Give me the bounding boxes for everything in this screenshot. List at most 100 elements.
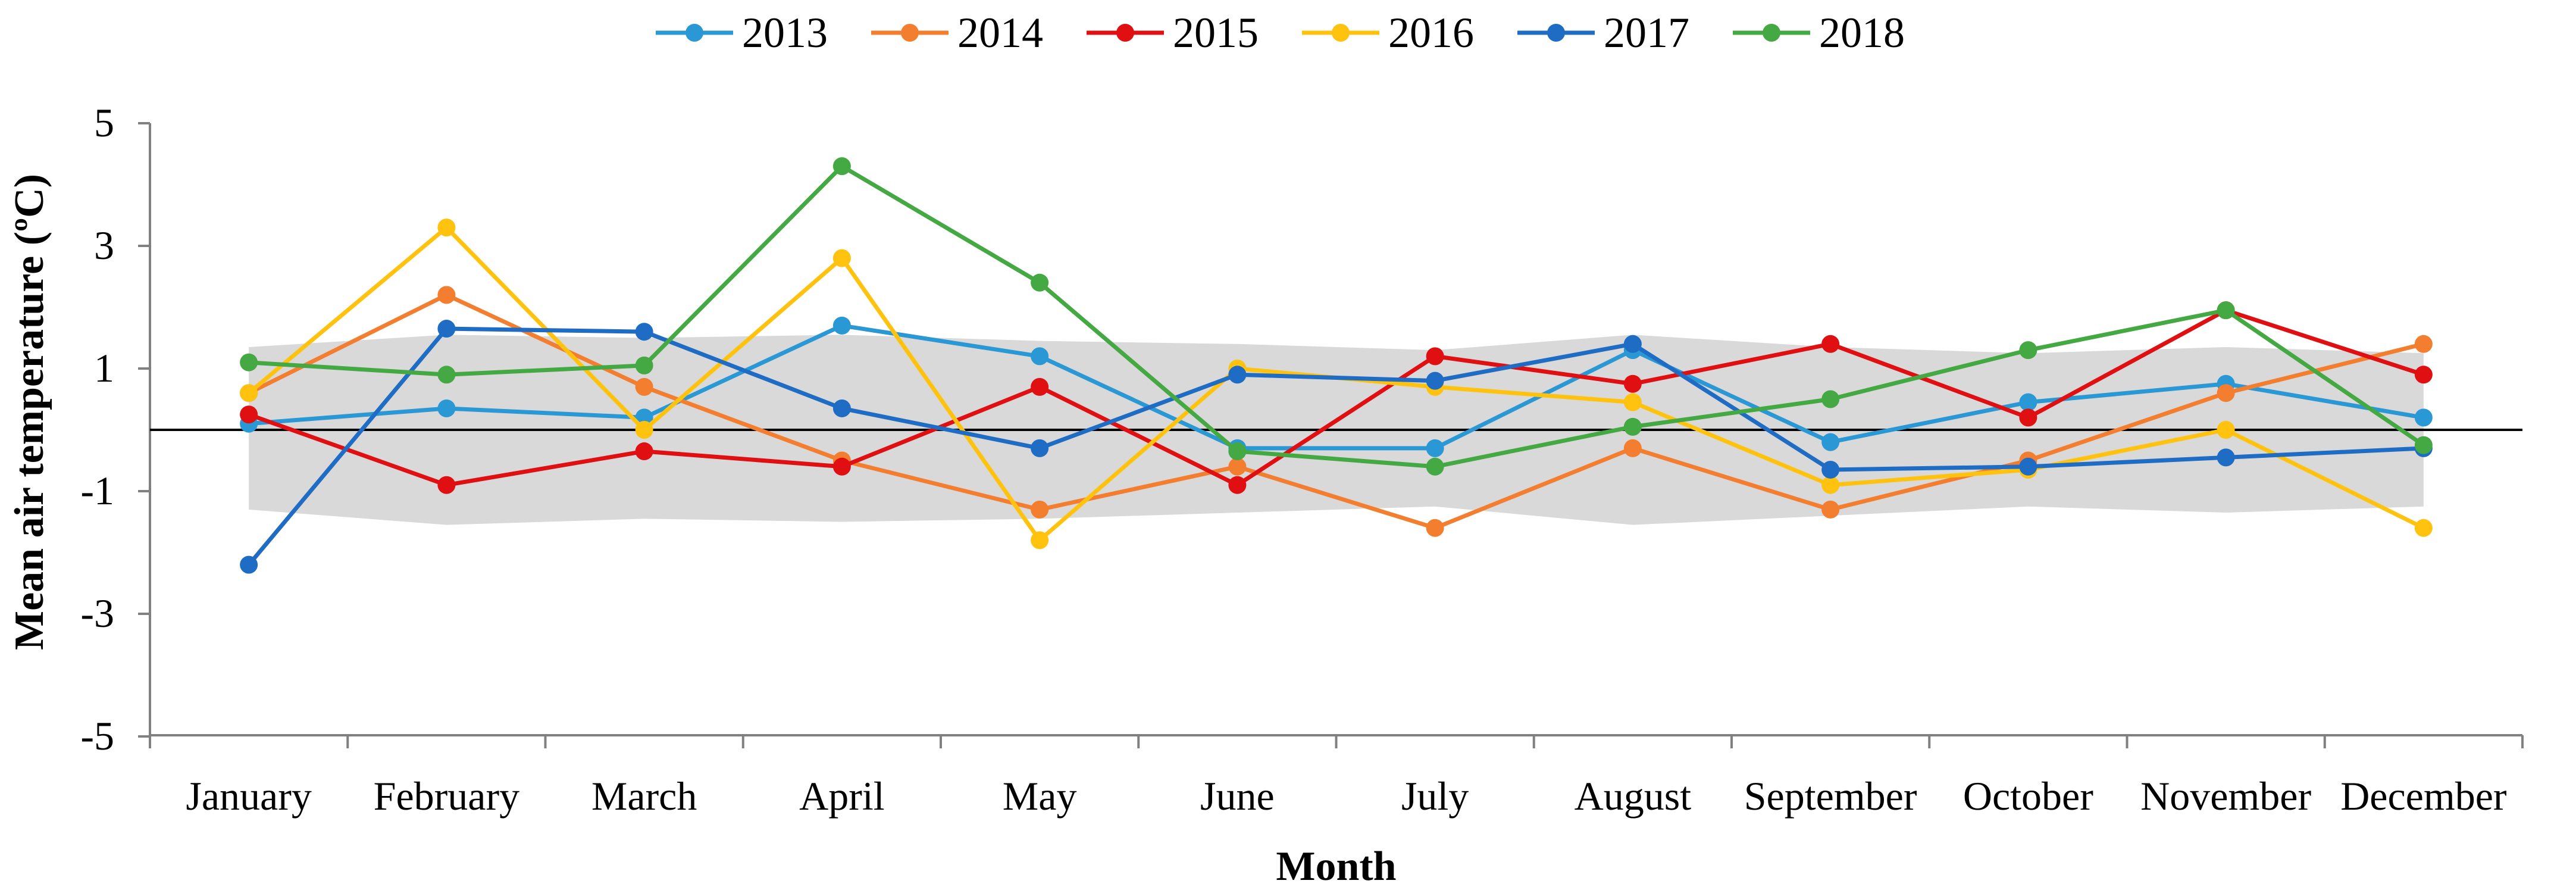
x-tick-label: February xyxy=(374,773,519,819)
data-point xyxy=(1031,377,1049,396)
data-point xyxy=(1426,347,1444,366)
y-tick-label: -5 xyxy=(80,713,114,758)
data-point xyxy=(635,421,653,439)
data-point xyxy=(2414,366,2433,384)
x-tick-label: October xyxy=(1963,773,2093,819)
x-tick-label: March xyxy=(591,773,697,819)
data-point xyxy=(832,157,851,176)
legend-swatch-marker xyxy=(1116,24,1134,42)
data-point xyxy=(1031,347,1049,366)
data-point xyxy=(2414,436,2433,454)
x-tick-label: January xyxy=(186,773,311,819)
legend-item-2017: 2017 xyxy=(1517,9,1689,57)
data-point xyxy=(2217,301,2235,320)
series-line-2017 xyxy=(247,326,2424,566)
data-point xyxy=(1426,519,1444,537)
data-point xyxy=(437,366,456,384)
series-line-2014 xyxy=(248,292,2424,530)
data-point xyxy=(240,353,258,371)
data-point xyxy=(2019,457,2037,476)
legend-label: 2015 xyxy=(1173,9,1259,57)
legend-item-2016: 2016 xyxy=(1302,9,1474,57)
data-point xyxy=(1623,417,1642,436)
data-point xyxy=(832,399,851,417)
data-point xyxy=(1228,442,1247,461)
legend-swatch-marker xyxy=(901,24,919,42)
series-2018 xyxy=(240,157,2433,476)
data-point xyxy=(437,476,456,494)
data-point xyxy=(2019,393,2037,411)
x-tick-label: November xyxy=(2140,773,2311,819)
data-point xyxy=(1821,500,1840,519)
data-point xyxy=(1426,457,1444,476)
x-tick-label: May xyxy=(1003,773,1077,819)
data-point xyxy=(1228,476,1247,494)
data-point xyxy=(1623,374,1642,393)
data-point xyxy=(240,384,258,402)
legend-label: 2016 xyxy=(1388,9,1474,57)
data-point xyxy=(437,399,456,417)
legend-label: 2017 xyxy=(1604,9,1689,57)
data-point xyxy=(1031,273,1049,292)
y-tick-label: -1 xyxy=(80,468,114,513)
legend: 2013 2014 2015 2016 2017 2018 xyxy=(656,9,1905,57)
x-tick-label: December xyxy=(2340,773,2507,819)
y-axis-title: Mean air temperature (ºC) xyxy=(7,174,52,650)
legend-item-2014: 2014 xyxy=(871,9,1043,57)
x-tick-label: September xyxy=(1744,773,1917,819)
data-point xyxy=(635,356,653,374)
x-tick-label: August xyxy=(1575,773,1692,819)
legend-item-2013: 2013 xyxy=(656,9,828,57)
data-point xyxy=(1821,335,1840,353)
data-point xyxy=(2019,408,2037,427)
data-point xyxy=(437,320,456,338)
y-tick-label: 5 xyxy=(94,100,114,145)
data-point xyxy=(635,408,653,427)
data-point xyxy=(1031,439,1049,457)
y-tick-label: 3 xyxy=(94,223,114,268)
x-tick-label: June xyxy=(1200,773,1275,819)
data-point xyxy=(1623,393,1642,411)
data-point xyxy=(635,377,653,396)
data-point xyxy=(1228,457,1247,476)
data-point xyxy=(832,249,851,267)
data-point xyxy=(1623,439,1642,457)
legend-item-2015: 2015 xyxy=(1087,9,1259,57)
data-point xyxy=(2414,519,2433,537)
legend-label: 2014 xyxy=(957,9,1043,57)
data-point xyxy=(437,218,456,237)
y-ticks: 5 3 1 -1 -3 -5 xyxy=(80,100,150,758)
data-point xyxy=(1821,433,1840,451)
x-axis-title: Month xyxy=(1276,844,1396,889)
series-layer xyxy=(240,157,2433,574)
data-point xyxy=(832,316,851,335)
data-point xyxy=(1821,476,1840,494)
data-point xyxy=(2414,408,2433,427)
x-ticks: January February March April May June July Augu… xyxy=(149,735,2524,819)
legend-swatch-marker xyxy=(1332,24,1350,42)
series-line-2018 xyxy=(248,164,2425,469)
data-point xyxy=(832,457,851,476)
data-point xyxy=(240,405,258,424)
data-point xyxy=(1426,371,1444,390)
data-point xyxy=(2217,448,2235,467)
legend-swatch-marker xyxy=(686,24,703,42)
legend-swatch-marker xyxy=(1763,24,1780,42)
x-tick-label: July xyxy=(1401,773,1469,819)
data-point xyxy=(2217,384,2235,402)
legend-label: 2018 xyxy=(1819,9,1905,57)
legend-swatch-marker xyxy=(1547,24,1565,42)
data-point xyxy=(2414,335,2433,353)
data-point xyxy=(1821,390,1840,408)
data-point xyxy=(1228,366,1247,384)
data-point xyxy=(1623,335,1642,353)
data-point xyxy=(635,442,653,461)
axis-layer xyxy=(149,123,2522,736)
data-point xyxy=(2217,421,2235,439)
series-2017 xyxy=(240,320,2433,574)
legend-label: 2013 xyxy=(742,9,828,57)
legend-item-2018: 2018 xyxy=(1733,9,1905,57)
x-tick-label: April xyxy=(799,773,885,819)
data-point xyxy=(1426,439,1444,457)
